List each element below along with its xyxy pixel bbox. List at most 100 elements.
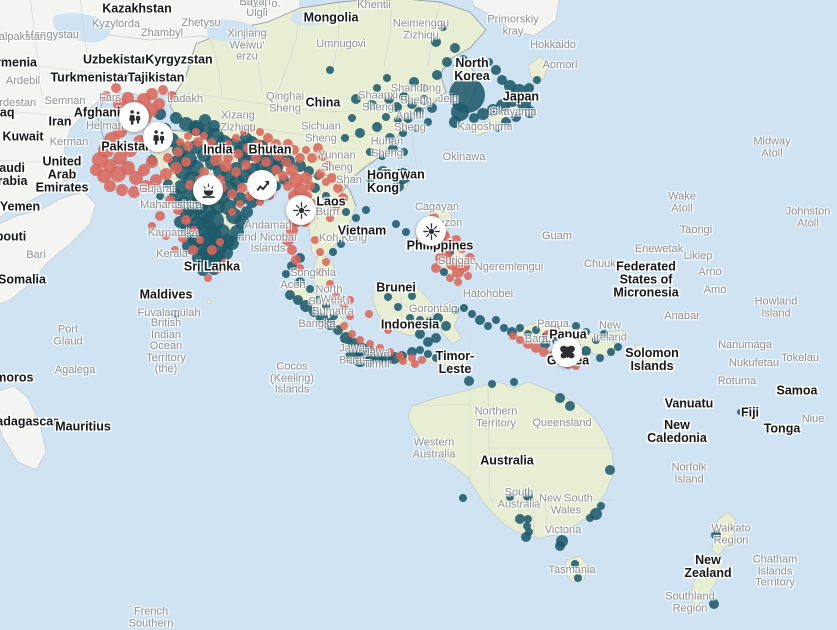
cluster-dot-red[interactable] <box>170 162 182 174</box>
cluster-dot-red[interactable] <box>165 195 175 205</box>
cluster-dot-teal[interactable] <box>392 102 402 112</box>
cluster-dot-red[interactable] <box>227 189 237 199</box>
cluster-dot-red[interactable] <box>580 358 588 366</box>
cluster-dot-teal[interactable] <box>600 330 608 338</box>
cluster-dot-teal[interactable] <box>306 285 314 293</box>
cluster-dot-red[interactable] <box>411 360 419 368</box>
cluster-dot-red[interactable] <box>199 167 209 177</box>
cluster-dot-red[interactable] <box>253 139 263 149</box>
cluster-dot-red[interactable] <box>228 208 236 216</box>
cluster-dot-teal[interactable] <box>592 336 600 344</box>
cluster-dot-teal[interactable] <box>586 514 594 522</box>
cluster-dot-red[interactable] <box>296 264 304 272</box>
cluster-dot-red[interactable] <box>183 141 193 151</box>
cluster-dot-red[interactable] <box>326 214 334 222</box>
cluster-dot-red[interactable] <box>322 258 330 266</box>
cluster-dot-teal[interactable] <box>427 103 437 113</box>
cluster-dot-teal[interactable] <box>571 560 579 568</box>
cluster-dot-teal[interactable] <box>394 303 402 311</box>
cluster-dot-teal[interactable] <box>366 176 374 184</box>
cluster-dot-red[interactable] <box>162 232 170 240</box>
cluster-dot-teal[interactable] <box>241 206 253 218</box>
cluster-dot-red[interactable] <box>200 132 208 140</box>
cluster-dot-teal[interactable] <box>163 179 173 189</box>
cluster-dot-teal[interactable] <box>362 206 370 214</box>
cluster-dot-teal[interactable] <box>572 322 580 330</box>
cluster-dot-red[interactable] <box>282 234 294 246</box>
cluster-dot-teal[interactable] <box>221 234 235 248</box>
cluster-dot-red[interactable] <box>446 274 454 282</box>
cluster-dot-teal[interactable] <box>532 326 540 334</box>
cluster-dot-teal[interactable] <box>352 214 360 222</box>
cluster-dot-red[interactable] <box>348 330 356 338</box>
cluster-dot-red[interactable] <box>305 181 315 191</box>
cluster-dot-teal[interactable] <box>439 23 447 31</box>
cluster-dot-teal[interactable] <box>197 264 209 276</box>
cluster-dot-teal[interactable] <box>605 465 615 475</box>
cluster-dot-teal[interactable] <box>477 108 489 120</box>
cluster-dot-red[interactable] <box>146 88 158 100</box>
cluster-dot-red[interactable] <box>322 178 330 186</box>
cluster-dot-red[interactable] <box>281 157 291 167</box>
cluster-dot-teal[interactable] <box>737 409 743 415</box>
cluster-dot-teal[interactable] <box>347 230 355 238</box>
cluster-dot-teal[interactable] <box>524 330 532 338</box>
cluster-dot-teal[interactable] <box>449 116 461 128</box>
cluster-dot-teal[interactable] <box>709 599 719 609</box>
cluster-dot-teal[interactable] <box>424 350 432 358</box>
cluster-dot-teal[interactable] <box>322 302 330 310</box>
cluster-dot-red[interactable] <box>346 296 354 304</box>
cluster-dot-red[interactable] <box>263 133 273 143</box>
cluster-dot-teal[interactable] <box>384 293 392 301</box>
cluster-dot-teal[interactable] <box>399 92 409 102</box>
cluster-dot-teal[interactable] <box>460 304 468 312</box>
cluster-dot-teal[interactable] <box>309 307 319 317</box>
cluster-dot-red[interactable] <box>163 153 173 163</box>
cluster-dot-red[interactable] <box>261 157 271 167</box>
cluster-dot-red[interactable] <box>315 169 325 179</box>
cluster-dot-teal[interactable] <box>524 106 536 118</box>
cluster-dot-red[interactable] <box>216 144 224 152</box>
cluster-dot-red[interactable] <box>523 339 533 349</box>
cluster-dot-red[interactable] <box>311 236 319 244</box>
cluster-dot-red[interactable] <box>327 173 337 183</box>
butterfly-icon[interactable] <box>552 337 582 367</box>
cluster-dot-teal[interactable] <box>484 322 492 330</box>
cluster-dot-teal[interactable] <box>310 183 320 193</box>
cluster-dot-teal[interactable] <box>500 324 508 332</box>
cluster-dot-red[interactable] <box>531 343 541 353</box>
cluster-dot-red[interactable] <box>318 268 326 276</box>
cluster-dot-teal[interactable] <box>384 94 394 104</box>
cluster-dot-red[interactable] <box>185 180 195 190</box>
cluster-dot-red[interactable] <box>188 245 198 255</box>
cluster-dot-red[interactable] <box>207 245 217 255</box>
cluster-dot-teal[interactable] <box>341 134 349 142</box>
cluster-dot-red[interactable] <box>333 183 343 193</box>
cluster-dot-teal[interactable] <box>282 270 290 278</box>
cluster-dot-teal[interactable] <box>330 312 338 320</box>
cluster-dot-teal[interactable] <box>510 378 518 386</box>
cluster-dot-teal[interactable] <box>403 113 413 123</box>
cluster-dot-teal[interactable] <box>523 491 533 501</box>
cluster-dot-teal[interactable] <box>431 333 441 343</box>
cluster-dot-red[interactable] <box>544 330 552 338</box>
cluster-dot-teal[interactable] <box>432 354 440 362</box>
cluster-dot-teal[interactable] <box>407 99 417 109</box>
cluster-dot-teal[interactable] <box>285 290 295 300</box>
cluster-dot-teal[interactable] <box>385 133 395 143</box>
cluster-dot-teal[interactable] <box>337 240 345 248</box>
cluster-dot-teal[interactable] <box>475 315 485 325</box>
cluster-dot-red[interactable] <box>178 233 188 243</box>
cluster-dot-teal[interactable] <box>409 77 419 87</box>
cluster-dot-red[interactable] <box>171 246 179 254</box>
cluster-dot-teal[interactable] <box>597 502 605 510</box>
cluster-dot-red[interactable] <box>90 164 102 176</box>
cluster-dot-red[interactable] <box>340 302 348 310</box>
cluster-dot-teal[interactable] <box>711 530 721 540</box>
cluster-dot-red[interactable] <box>173 147 183 157</box>
cluster-dot-red[interactable] <box>323 161 333 171</box>
cluster-dot-teal[interactable] <box>392 180 404 192</box>
cluster-dot-red[interactable] <box>158 85 168 95</box>
cluster-dot-red[interactable] <box>318 151 328 161</box>
